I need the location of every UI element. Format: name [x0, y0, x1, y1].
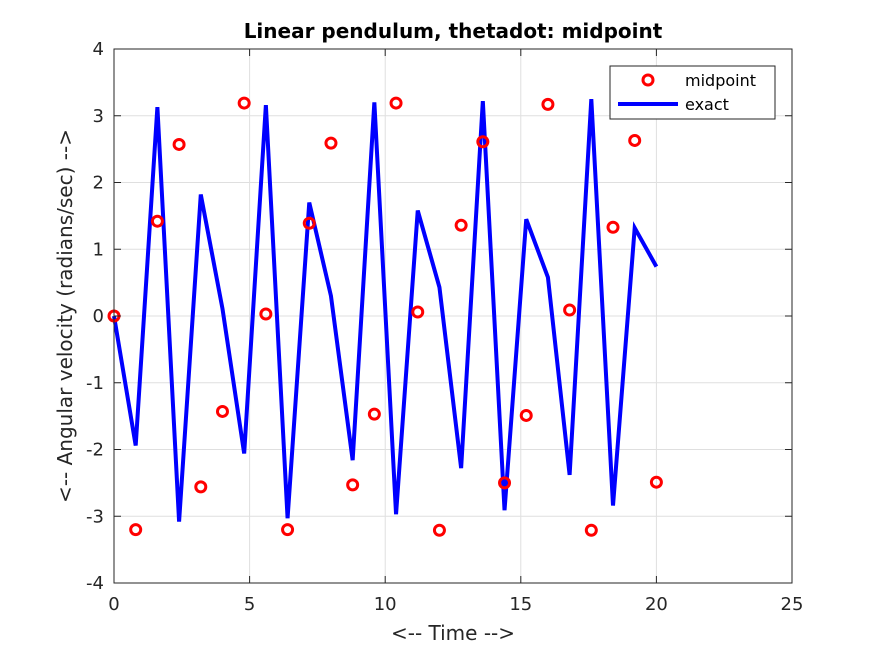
midpoint-point — [324, 136, 338, 150]
y-tick-label: -4 — [86, 573, 104, 594]
x-tick-label: 5 — [244, 594, 255, 615]
y-tick-label: 2 — [93, 173, 104, 194]
y-tick-label: -3 — [86, 506, 104, 527]
ticks: 0 5 10 15 20 25 -4 -3 -2 -1 0 1 2 3 4 — [86, 39, 803, 615]
midpoint-point — [519, 408, 533, 422]
midpoint-point — [367, 407, 381, 421]
midpoint-point — [606, 220, 620, 234]
midpoint-point — [498, 476, 512, 490]
y-tick-label: -1 — [86, 373, 104, 394]
y-tick-label: 4 — [93, 39, 104, 60]
x-tick-label: 25 — [781, 594, 804, 615]
midpoint-point — [129, 523, 143, 537]
midpoint-point — [411, 305, 425, 319]
midpoint-point — [215, 404, 229, 418]
midpoint-point — [302, 216, 316, 230]
midpoint-point — [628, 133, 642, 147]
y-tick-label: -2 — [86, 440, 104, 461]
midpoint-point — [346, 478, 360, 492]
midpoint-point — [541, 97, 555, 111]
midpoint-point — [172, 137, 186, 151]
x-tick-label: 15 — [509, 594, 532, 615]
midpoint-point — [563, 303, 577, 317]
legend: midpoint exact — [609, 65, 776, 120]
midpoint-point — [432, 523, 446, 537]
midpoint-point — [237, 96, 251, 110]
y-axis-label: <-- Angular velocity (radians/sec) --> — [53, 129, 77, 503]
exact-series-line — [112, 98, 659, 522]
x-tick-label: 0 — [108, 594, 119, 615]
midpoint-point — [476, 135, 490, 149]
midpoint-point — [454, 218, 468, 232]
y-tick-label: 1 — [93, 239, 104, 260]
x-tick-label: 20 — [645, 594, 668, 615]
legend-midpoint-marker — [641, 73, 655, 87]
midpoint-point — [584, 523, 598, 537]
chart-title: Linear pendulum, thetadot: midpoint — [244, 19, 663, 43]
legend-box — [609, 65, 776, 120]
x-axis-label: <-- Time --> — [391, 621, 515, 645]
midpoint-point — [259, 307, 273, 321]
midpoint-point — [150, 214, 164, 228]
midpoint-point — [649, 475, 663, 489]
midpoint-point — [281, 523, 295, 537]
x-tick-label: 10 — [374, 594, 397, 615]
legend-exact-label: exact — [685, 95, 729, 114]
y-tick-label: 3 — [93, 106, 104, 127]
midpoint-point — [194, 480, 208, 494]
midpoint-point — [389, 96, 403, 110]
legend-midpoint-label: midpoint — [685, 71, 756, 90]
y-tick-label: 0 — [93, 306, 104, 327]
